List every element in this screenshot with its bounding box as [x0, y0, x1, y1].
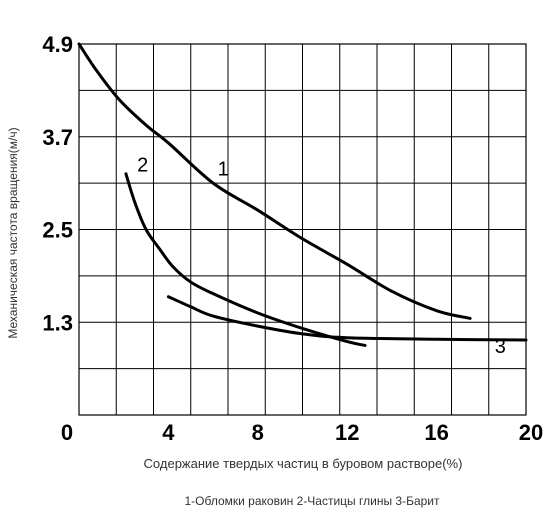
- y-axis-label: Механическая частота вращения(м/ч): [6, 127, 20, 338]
- curve-label-1: 1: [218, 158, 229, 180]
- x-axis-label: Содержание твердых частиц в буровом раст…: [144, 456, 463, 471]
- x-tick-label: 16: [424, 420, 448, 445]
- y-tick-label: 1.3: [42, 310, 73, 335]
- curve-label-3: 3: [495, 336, 506, 358]
- curve-labels: 1 2 3: [137, 155, 506, 359]
- plot-border: [78, 43, 527, 416]
- series-line-1: [77, 42, 472, 320]
- x-tick-labels: 0 4 8 12 16 20: [61, 420, 543, 445]
- x-tick-label: 20: [519, 420, 543, 445]
- x-tick-label: 12: [335, 420, 359, 445]
- grid: [79, 44, 526, 415]
- y-tick-label: 3.7: [42, 125, 73, 150]
- series-lines: [77, 42, 528, 347]
- y-tick-label: 2.5: [42, 218, 73, 243]
- curve-label-2: 2: [137, 155, 148, 177]
- y-tick-label: 4.9: [42, 32, 73, 57]
- x-tick-label: 0: [61, 420, 73, 445]
- series-line-2: [124, 172, 367, 347]
- series-line-3: [166, 295, 528, 342]
- plot-frame: [78, 43, 527, 416]
- y-tick-labels: 1.3 2.5 3.7 4.9: [42, 32, 73, 335]
- x-tick-label: 4: [162, 420, 175, 445]
- legend-caption: 1-Обломки раковин 2-Частицы глины 3-Бари…: [185, 494, 441, 508]
- x-tick-label: 8: [252, 420, 264, 445]
